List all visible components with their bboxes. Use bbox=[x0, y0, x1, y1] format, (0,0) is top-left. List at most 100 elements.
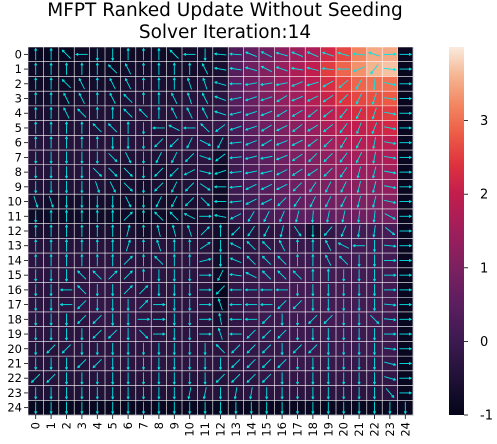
direction-arrow-head bbox=[393, 288, 397, 292]
direction-arrow-head bbox=[321, 51, 326, 55]
direction-arrow-head bbox=[321, 67, 325, 71]
direction-arrow-head bbox=[261, 350, 265, 354]
direction-arrow-head bbox=[246, 350, 250, 354]
direction-arrow bbox=[263, 210, 270, 222]
direction-arrow bbox=[231, 344, 241, 354]
direction-arrow bbox=[384, 185, 396, 189]
direction-arrow-head bbox=[95, 411, 99, 415]
direction-arrow-head bbox=[357, 308, 361, 312]
direction-arrow-head bbox=[342, 411, 346, 415]
direction-arrow-head bbox=[259, 303, 264, 307]
direction-arrow-head bbox=[49, 278, 53, 282]
direction-arrow bbox=[171, 196, 178, 207]
direction-arrow bbox=[322, 80, 334, 88]
direction-arrow bbox=[216, 285, 225, 295]
direction-arrow bbox=[372, 166, 377, 178]
direction-arrow-head bbox=[169, 173, 173, 177]
direction-arrow-head bbox=[357, 396, 361, 400]
direction-arrow-head bbox=[49, 160, 53, 165]
direction-arrow bbox=[384, 199, 396, 204]
direction-arrow bbox=[200, 226, 210, 236]
direction-arrow-head bbox=[408, 214, 413, 218]
direction-arrow-head bbox=[64, 381, 69, 385]
direction-arrow-head bbox=[80, 238, 84, 243]
direction-arrow-head bbox=[311, 238, 315, 243]
direction-arrow bbox=[261, 96, 273, 101]
direction-arrow-head bbox=[107, 64, 111, 68]
direction-arrow bbox=[262, 241, 272, 251]
direction-arrow bbox=[245, 51, 257, 57]
direction-arrow-head bbox=[339, 174, 343, 178]
direction-arrow bbox=[323, 167, 333, 177]
direction-arrow bbox=[171, 181, 178, 193]
direction-arrow-head bbox=[201, 107, 205, 111]
direction-arrow-head bbox=[326, 308, 330, 312]
direction-arrow bbox=[123, 285, 133, 295]
direction-arrow-head bbox=[295, 238, 300, 243]
direction-arrow bbox=[95, 181, 100, 193]
direction-arrow-head bbox=[357, 337, 361, 341]
direction-arrow-head bbox=[408, 126, 413, 130]
direction-arrow-head bbox=[95, 238, 99, 243]
y-tick-label: 21 bbox=[7, 356, 22, 370]
direction-arrow-head bbox=[323, 233, 327, 237]
direction-arrow bbox=[385, 226, 395, 236]
direction-arrow-head bbox=[261, 365, 265, 369]
direction-arrow-head bbox=[275, 66, 279, 70]
direction-arrow bbox=[169, 167, 179, 177]
direction-arrow-head bbox=[231, 379, 235, 384]
direction-arrow-head bbox=[99, 173, 103, 177]
direction-arrow-head bbox=[244, 82, 248, 86]
direction-arrow-head bbox=[372, 145, 376, 150]
direction-arrow bbox=[373, 210, 376, 223]
direction-arrow-head bbox=[376, 321, 380, 325]
direction-arrow-head bbox=[34, 293, 38, 297]
direction-arrow-head bbox=[111, 411, 115, 415]
direction-arrow bbox=[123, 211, 133, 221]
direction-arrow bbox=[291, 67, 304, 71]
direction-arrow bbox=[171, 93, 178, 104]
direction-arrow-head bbox=[311, 367, 315, 371]
direction-arrow bbox=[277, 270, 287, 280]
x-tick-label: 1 bbox=[44, 422, 58, 429]
chart-title-line-2: Solver Iteration:14 bbox=[139, 22, 311, 43]
direction-arrow bbox=[260, 155, 273, 159]
direction-arrow-head bbox=[126, 337, 130, 341]
direction-arrow-head bbox=[279, 234, 283, 238]
direction-arrow-head bbox=[326, 367, 330, 371]
direction-arrow-head bbox=[34, 337, 38, 341]
direction-arrow-head bbox=[95, 205, 99, 209]
direction-arrow-head bbox=[307, 173, 311, 176]
direction-arrow-head bbox=[355, 86, 359, 90]
direction-arrow-head bbox=[229, 156, 233, 160]
direction-arrow bbox=[307, 81, 319, 86]
direction-arrow bbox=[214, 110, 227, 116]
direction-arrow-head bbox=[244, 66, 249, 70]
direction-arrow-head bbox=[34, 47, 38, 51]
direction-arrow-head bbox=[64, 121, 69, 125]
direction-arrow bbox=[293, 300, 302, 310]
direction-arrow-head bbox=[292, 270, 296, 274]
direction-arrow bbox=[230, 156, 242, 159]
direction-arrow bbox=[355, 78, 363, 90]
direction-arrow-head bbox=[339, 159, 343, 163]
direction-arrow-head bbox=[357, 293, 361, 297]
direction-arrow-head bbox=[155, 160, 159, 164]
direction-arrow bbox=[155, 151, 162, 163]
direction-arrow-head bbox=[339, 130, 343, 134]
direction-arrow bbox=[353, 53, 365, 56]
direction-arrow-head bbox=[229, 288, 233, 292]
direction-arrow-head bbox=[213, 52, 218, 56]
direction-arrow-head bbox=[49, 224, 53, 228]
direction-arrow-head bbox=[245, 51, 249, 55]
direction-arrow bbox=[309, 181, 317, 192]
direction-arrow-head bbox=[114, 173, 118, 177]
direction-arrow-head bbox=[372, 293, 377, 297]
direction-arrow-head bbox=[80, 381, 84, 385]
direction-arrow bbox=[125, 63, 132, 75]
direction-arrow bbox=[48, 195, 54, 208]
direction-arrow-head bbox=[372, 411, 377, 415]
direction-arrow-head bbox=[246, 379, 250, 384]
x-tick-label: 23 bbox=[383, 422, 397, 437]
direction-arrow-head bbox=[95, 62, 99, 66]
